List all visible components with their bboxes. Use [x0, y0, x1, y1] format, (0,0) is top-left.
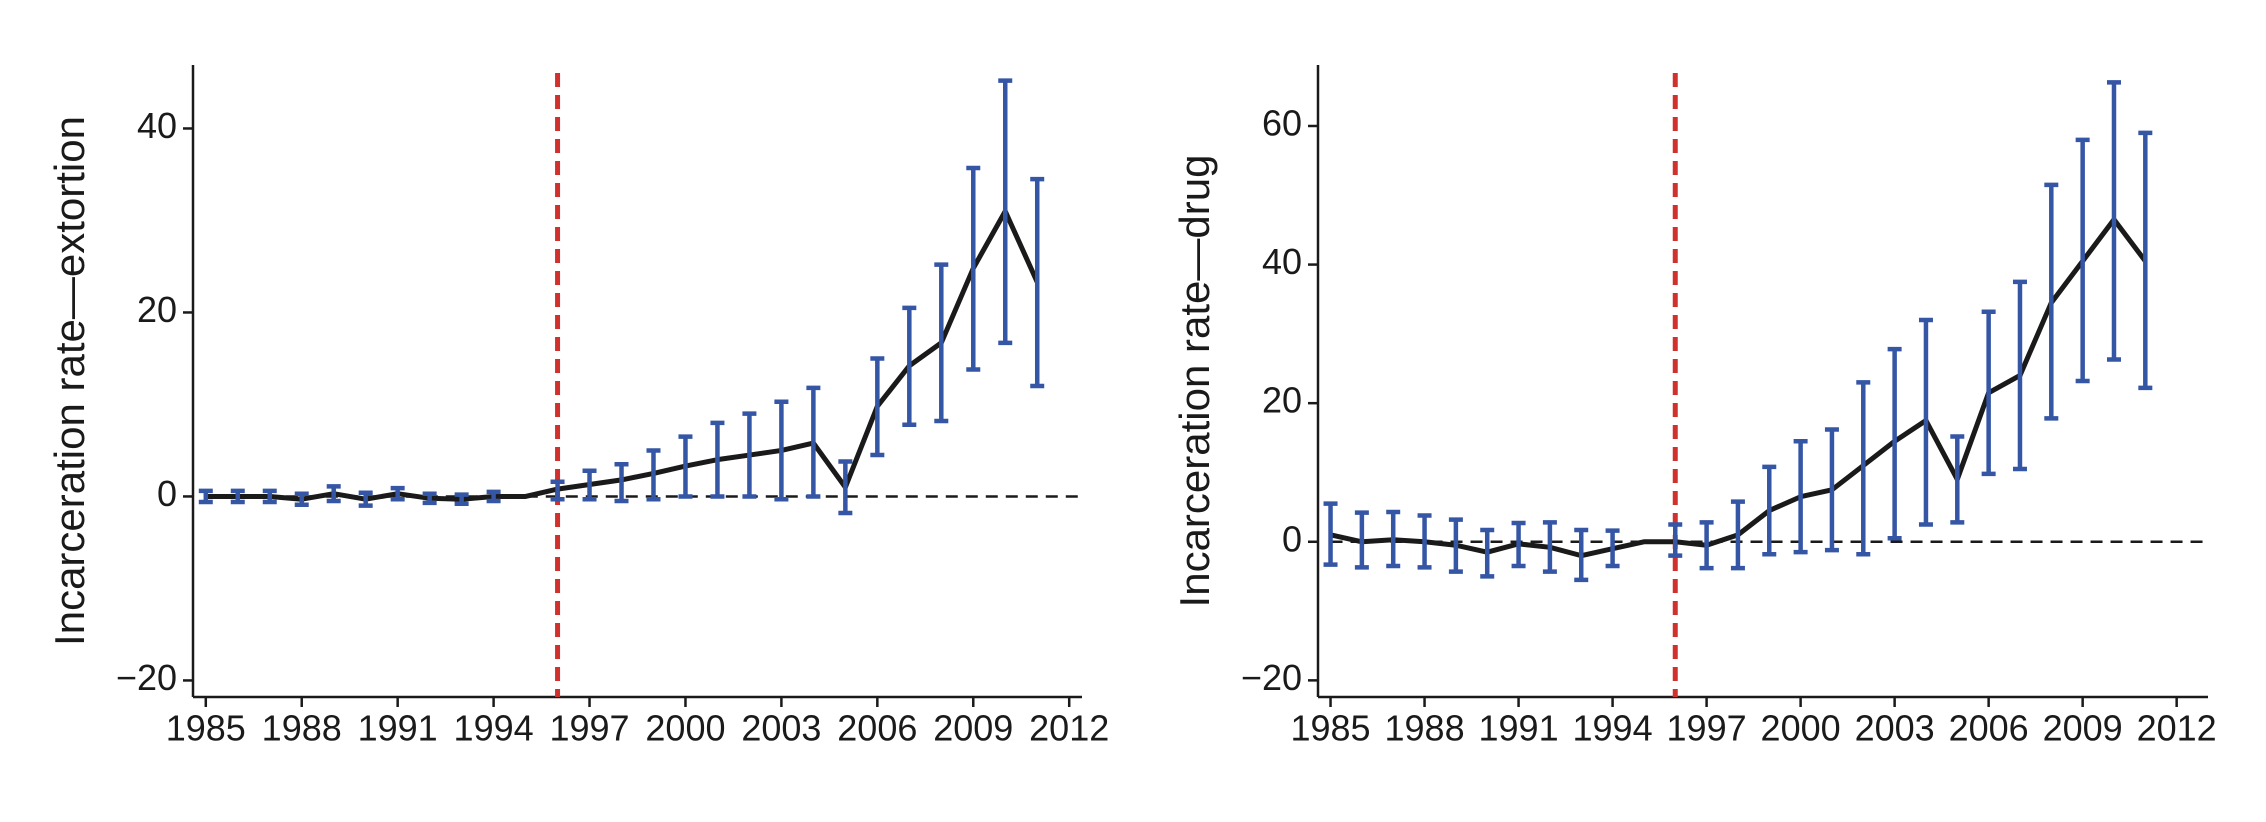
error-bar: [2012, 279, 2027, 472]
x-tick-label: 2006: [837, 708, 917, 749]
error-bar: [262, 488, 277, 505]
x-tick-label: 1988: [1385, 708, 1465, 749]
y-tick-label: 0: [157, 473, 177, 514]
error-bar: [1762, 464, 1777, 557]
error-bar: [582, 468, 597, 502]
x-tick-label: 2003: [741, 708, 821, 749]
y-tick-label: 40: [137, 105, 177, 146]
y-tick-label: −20: [1241, 657, 1302, 698]
error-bar: [710, 420, 725, 499]
error-bar: [1730, 499, 1745, 571]
x-tick-label: 2009: [933, 708, 1013, 749]
x-tick-label: 1994: [1573, 708, 1653, 749]
x-tick-label: 1985: [1290, 708, 1370, 749]
y-tick-label: 0: [1282, 518, 1302, 559]
error-bar: [358, 490, 373, 508]
error-bar: [1918, 317, 1933, 527]
error-bar: [326, 484, 341, 504]
x-tick-label: 2000: [1761, 708, 1841, 749]
error-bar: [678, 434, 693, 499]
error-bar: [1981, 309, 1996, 477]
error-bar: [966, 165, 981, 372]
error-bar: [2075, 137, 2090, 384]
error-bar: [1668, 522, 1683, 558]
error-bar: [838, 459, 853, 516]
error-bar: [646, 448, 661, 502]
error-bar: [1417, 513, 1432, 570]
error-bar: [454, 492, 469, 507]
error-bar: [1824, 427, 1839, 553]
x-tick-label: 1997: [549, 708, 629, 749]
x-tick-label: 1994: [454, 708, 534, 749]
error-bar: [1699, 520, 1714, 571]
error-bar: [1856, 380, 1871, 557]
error-bar: [1542, 520, 1557, 574]
error-bar: [550, 479, 565, 502]
error-bar: [1386, 509, 1401, 569]
error-bar: [2138, 130, 2153, 391]
error-bar: [422, 491, 437, 506]
x-tick-label: 1985: [166, 708, 246, 749]
x-tick-label: 1991: [358, 708, 438, 749]
error-bar: [1030, 176, 1045, 389]
y-tick-label: 60: [1262, 102, 1302, 143]
error-bar: [1793, 439, 1808, 555]
x-tick-label: 2012: [1029, 708, 1109, 749]
error-bar: [486, 489, 501, 504]
error-bar: [934, 262, 949, 424]
error-bar: [1511, 520, 1526, 569]
x-tick-label: 2003: [1855, 708, 1935, 749]
error-bar: [1354, 510, 1369, 570]
error-bar: [198, 488, 213, 505]
error-bar: [1605, 528, 1620, 569]
x-tick-label: 1988: [262, 708, 342, 749]
error-bar: [998, 78, 1013, 346]
x-tick-label: 2012: [2137, 708, 2217, 749]
y-axis-label: Incarceration rate—drug: [1171, 155, 1218, 608]
x-tick-label: 2006: [1949, 708, 2029, 749]
error-bar: [1574, 527, 1589, 583]
error-bar: [1480, 527, 1495, 579]
y-tick-label: −20: [116, 657, 177, 698]
error-bar: [1950, 434, 1965, 525]
y-axis-label: Incarceration rate—extortion: [46, 116, 93, 646]
error-bar: [902, 305, 917, 427]
error-bar: [870, 356, 885, 458]
x-tick-label: 2009: [2043, 708, 2123, 749]
error-bar: [806, 385, 821, 499]
y-tick-label: 40: [1262, 241, 1302, 282]
error-bar: [1887, 346, 1902, 541]
error-bar: [1448, 517, 1463, 574]
error-bar: [390, 485, 405, 502]
error-bar: [742, 411, 757, 499]
error-bar: [774, 399, 789, 502]
error-bar: [294, 491, 309, 507]
x-tick-label: 1991: [1479, 708, 1559, 749]
error-bar: [1323, 501, 1338, 567]
data-line: [205, 208, 1040, 502]
error-bar: [2044, 182, 2059, 421]
x-tick-label: 1997: [1667, 708, 1747, 749]
y-tick-label: 20: [137, 289, 177, 330]
error-bar: [230, 488, 245, 505]
error-bar: [614, 462, 629, 504]
y-tick-label: 20: [1262, 380, 1302, 421]
x-tick-label: 2000: [645, 708, 725, 749]
error-bar: [2106, 80, 2121, 362]
